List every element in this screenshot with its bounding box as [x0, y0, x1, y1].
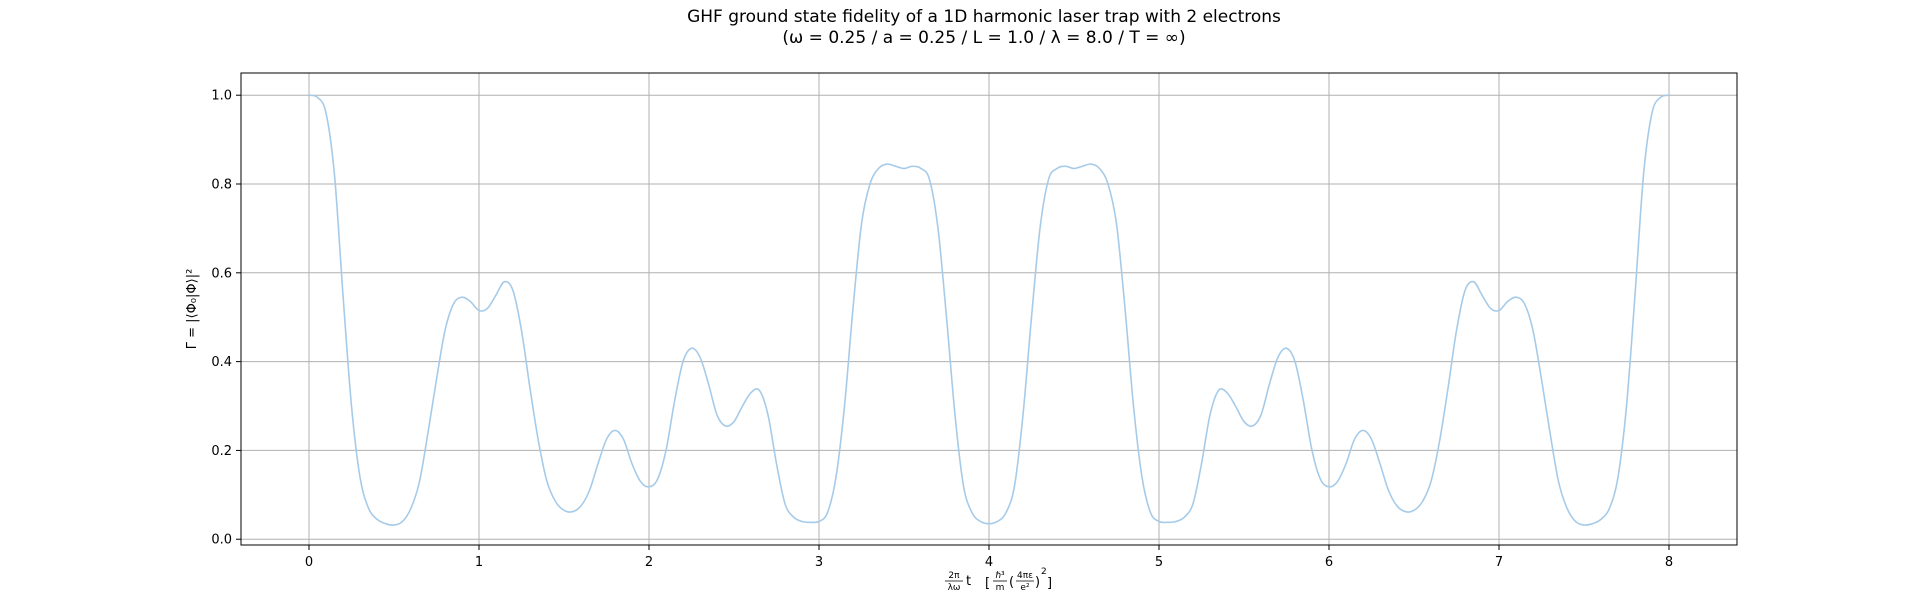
ticks: 0 1 2 3 4 5 6 7 8 0.0 0.2 0.4 0.6 0.8 1.0 — [211, 89, 1673, 570]
x-label-bracket-open: [ — [985, 576, 990, 591]
chart-subtitle: (ω = 0.25 / a = 0.25 / L = 1.0 / λ = 8.0… — [782, 28, 1185, 48]
plot-area — [308, 94, 1670, 526]
x-label-unit-num: 4πε — [1017, 571, 1033, 581]
grid — [241, 73, 1737, 545]
x-label-paren-open: ( — [1009, 575, 1014, 590]
x-label-frac-num: 2π — [948, 571, 960, 581]
y-tick-label: 0.8 — [211, 178, 232, 193]
x-tick-label: 7 — [1495, 555, 1503, 570]
x-label-paren-close: ) — [1035, 575, 1040, 590]
x-label-var: t — [966, 574, 971, 589]
y-axis-label: Γ = |⟨Φ₀|Φ⟩|² — [185, 269, 200, 350]
chart-title: GHF ground state fidelity of a 1D harmon… — [687, 7, 1281, 27]
fidelity-series-line — [308, 94, 1670, 526]
x-tick-label: 6 — [1325, 555, 1333, 570]
x-tick-label: 3 — [815, 555, 823, 570]
y-tick-label: 1.0 — [211, 89, 232, 104]
x-tick-label: 4 — [985, 555, 993, 570]
x-tick-label: 2 — [645, 555, 653, 570]
x-tick-label: 1 — [475, 555, 483, 570]
y-tick-label: 0.6 — [211, 266, 232, 281]
x-label-unit-den: e² — [1020, 583, 1030, 593]
y-tick-label: 0.0 — [211, 533, 232, 548]
x-label-m: m — [996, 583, 1005, 593]
x-label-bracket-close: ] — [1047, 576, 1052, 591]
x-label-hbar: ℏ³ — [995, 571, 1005, 581]
x-label-frac-den: λω — [948, 583, 961, 593]
y-tick-label: 0.4 — [211, 355, 232, 370]
x-tick-label: 5 — [1155, 555, 1163, 570]
x-axis-label: 2π λω t [ ℏ³ m ( 4πε e² ) 2 ] — [945, 567, 1052, 593]
y-tick-label: 0.2 — [211, 444, 232, 459]
x-tick-label: 0 — [305, 555, 313, 570]
x-label-exp: 2 — [1041, 567, 1047, 577]
x-tick-label: 8 — [1665, 555, 1673, 570]
